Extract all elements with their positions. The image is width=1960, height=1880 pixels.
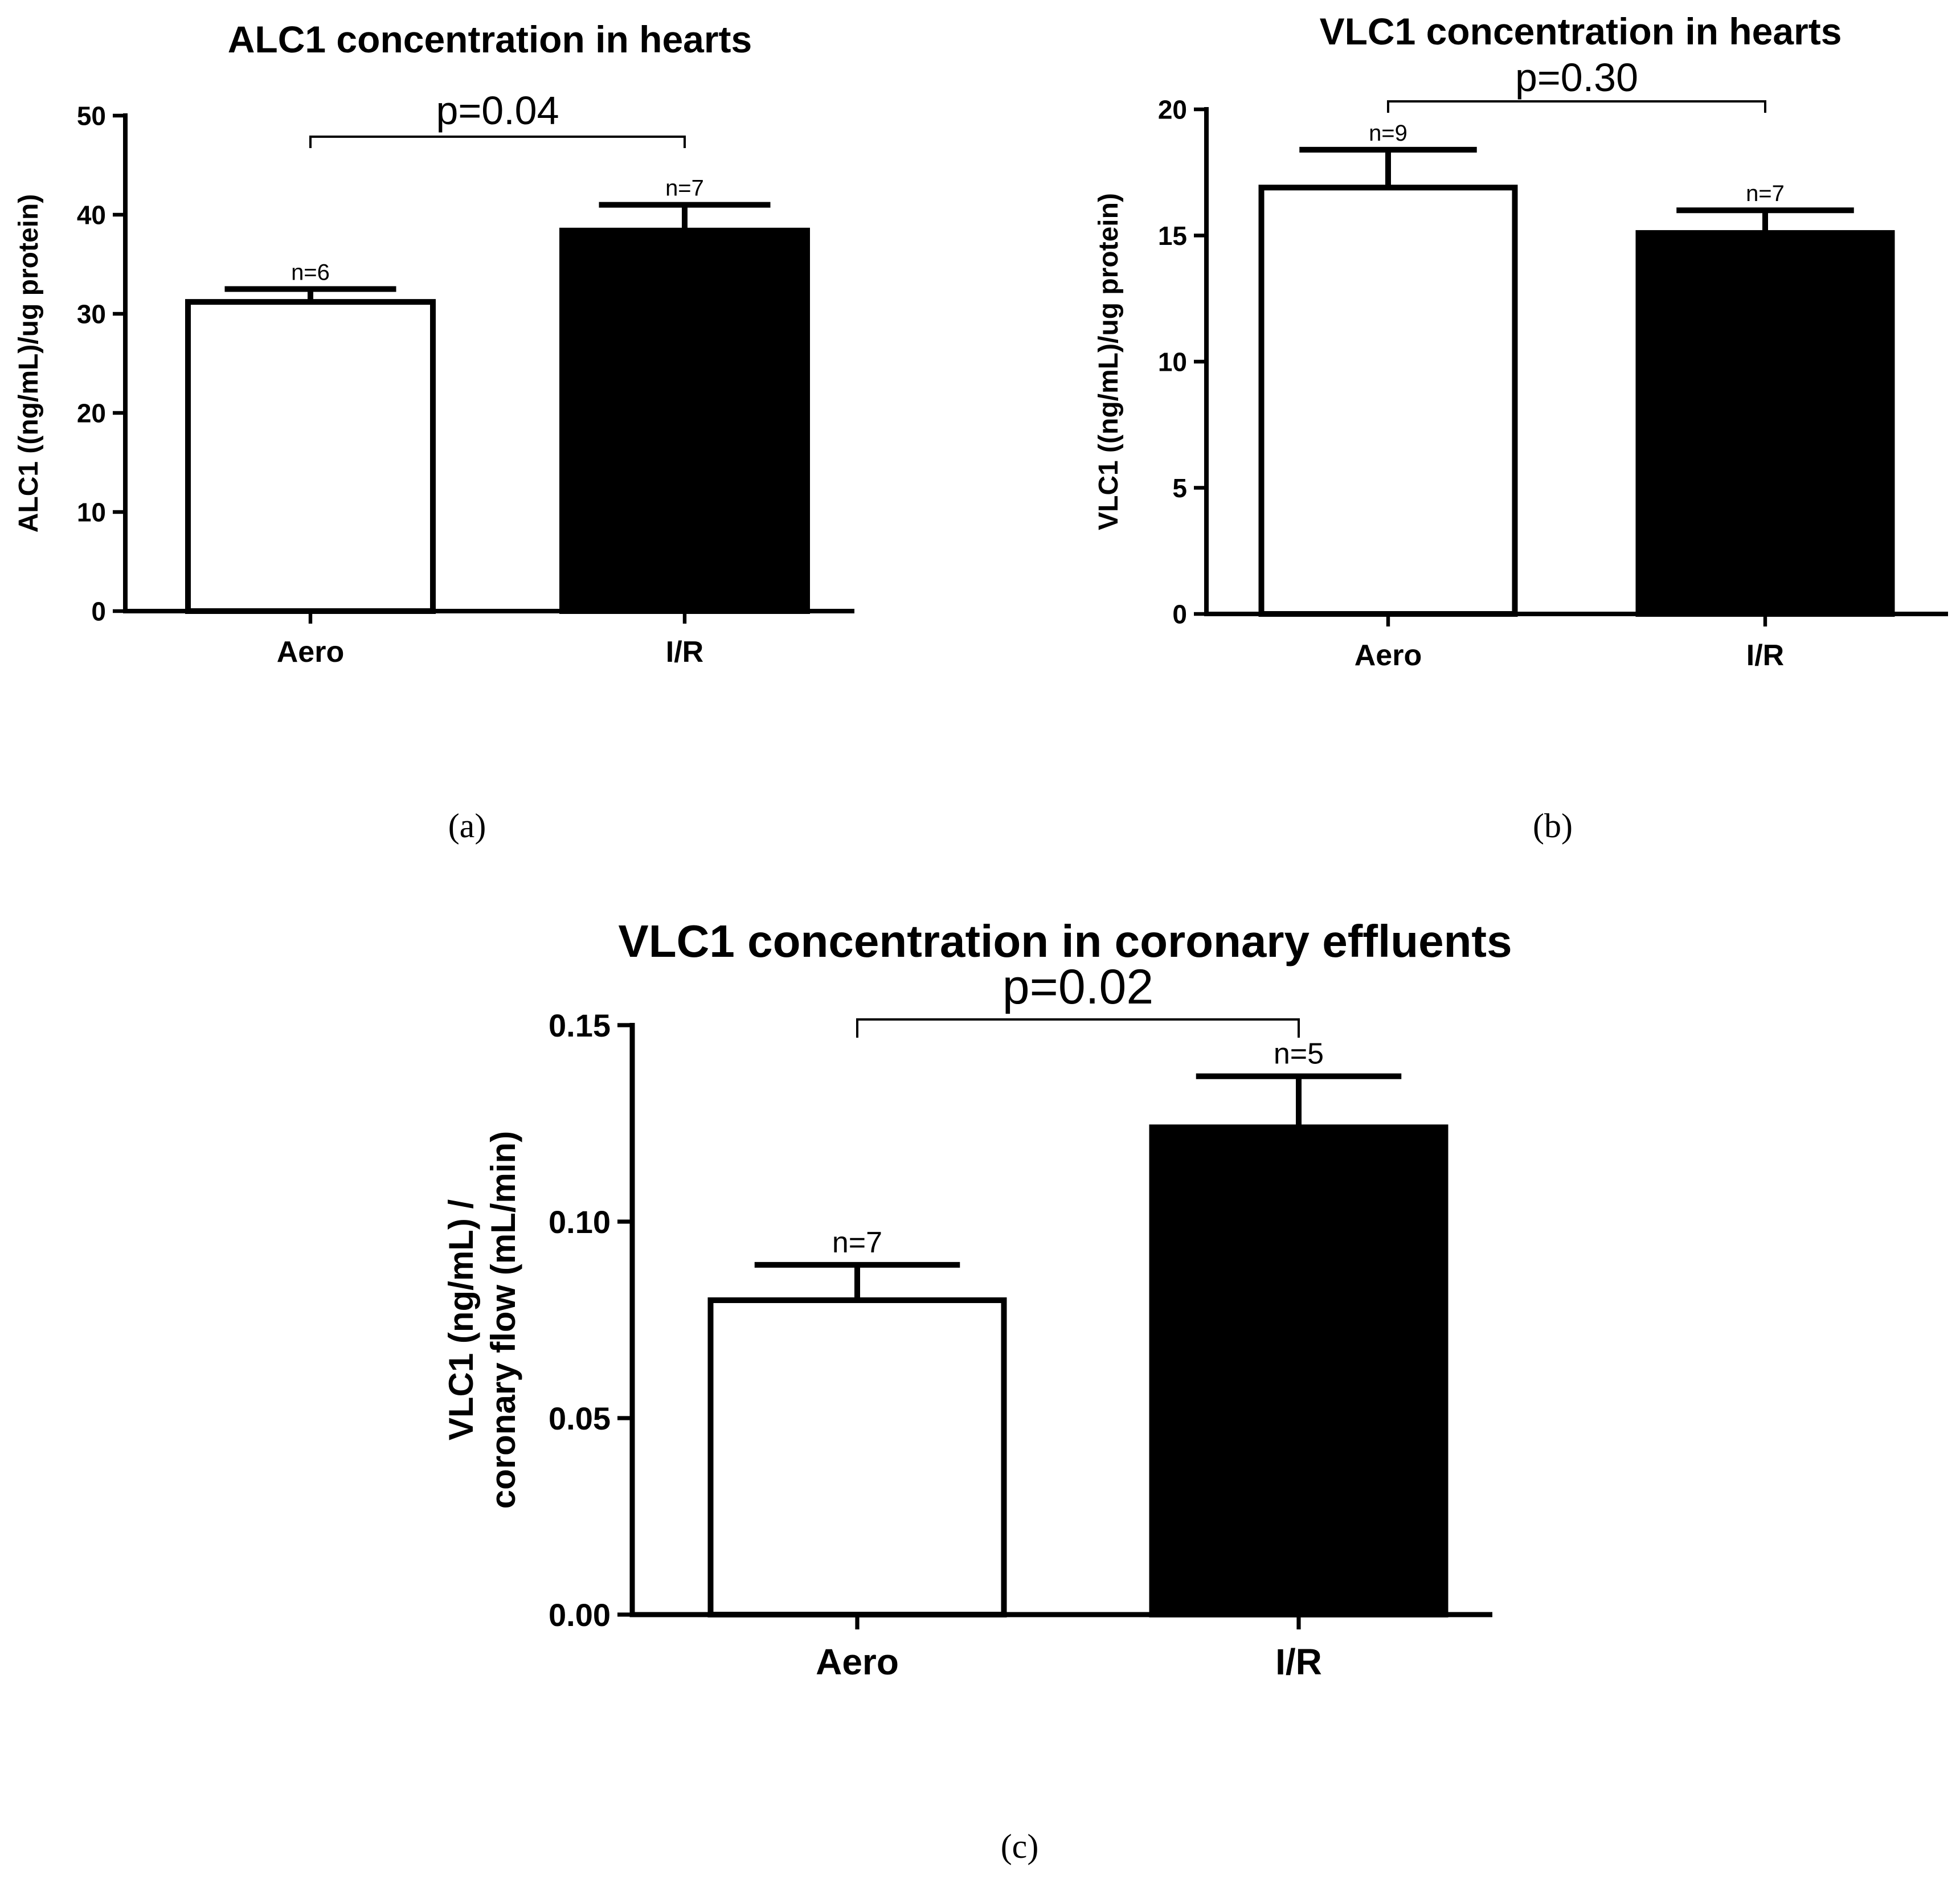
chart-panel-a: ALC1 concentration in hearts ALC1 ((ng/m… <box>14 18 854 845</box>
y-tick-label: 0 <box>1172 600 1187 629</box>
y-axis-label-line-2: coronary flow (mL/min) <box>484 1131 522 1509</box>
y-tick-label: 15 <box>1158 221 1187 251</box>
panel-label: (b) <box>1533 807 1573 845</box>
n-label-aero: n=9 <box>1369 121 1407 146</box>
y-tick-label: 50 <box>77 101 106 131</box>
chart-title: VLC1 concentration in hearts <box>1320 10 1842 52</box>
panel-label: (a) <box>448 807 486 845</box>
n-label-ir: n=7 <box>1746 181 1785 206</box>
significance-bracket <box>309 136 686 148</box>
y-tick-label: 10 <box>1158 347 1187 377</box>
p-value-label: p=0.30 <box>1515 55 1638 100</box>
y-tick-label: 0.05 <box>549 1400 611 1436</box>
y-tick-label: 0 <box>91 597 106 626</box>
y-axis-label: VLC1 ((ng/mL)/ug protein) <box>1094 193 1124 530</box>
significance-bracket <box>1387 100 1766 113</box>
y-tick-label: 0.00 <box>549 1597 611 1633</box>
y-tick-label: 40 <box>77 200 106 230</box>
chart-title: ALC1 concentration in hearts <box>228 18 752 60</box>
p-value-label: p=0.02 <box>1002 960 1153 1014</box>
n-label-aero: n=6 <box>291 260 330 285</box>
y-tick-label: 20 <box>77 399 106 428</box>
y-tick-label: 5 <box>1172 473 1187 503</box>
x-tick-label-ir: I/R <box>666 636 703 669</box>
bar-ir <box>559 227 810 614</box>
n-label-ir: n=5 <box>1274 1038 1324 1071</box>
x-tick-label-ir: I/R <box>1275 1641 1322 1682</box>
y-tick-label: 20 <box>1158 95 1187 125</box>
x-tick-label-aero: Aero <box>277 636 344 669</box>
significance-bracket <box>856 1018 1300 1038</box>
chart-panel-c: VLC1 concentration in coronary effluents… <box>442 916 1512 1865</box>
x-tick-label-aero: Aero <box>816 1641 899 1682</box>
bar-aero <box>707 1297 1007 1617</box>
chart-panel-b: VLC1 concentration in hearts VLC1 ((ng/m… <box>1094 10 1948 845</box>
n-label-aero: n=7 <box>832 1226 882 1259</box>
bar-ir <box>1635 230 1895 617</box>
y-axis-label: ALC1 ((ng/mL)/ug protein) <box>14 194 44 533</box>
chart-title: VLC1 concentration in coronary effluents <box>618 916 1512 966</box>
x-tick-label-aero: Aero <box>1355 639 1422 672</box>
y-tick-label: 30 <box>77 300 106 329</box>
bar-aero <box>185 299 436 614</box>
bar-aero <box>1258 185 1518 617</box>
y-tick-label: 10 <box>77 498 106 527</box>
y-tick-label: 0.10 <box>549 1204 611 1240</box>
x-tick-label-ir: I/R <box>1746 639 1784 672</box>
p-value-label: p=0.04 <box>436 88 559 133</box>
bar-ir <box>1149 1124 1448 1617</box>
n-label-ir: n=7 <box>665 176 704 201</box>
y-tick-label: 0.15 <box>549 1007 611 1043</box>
panel-label: (c) <box>1001 1828 1039 1865</box>
y-axis-label-line-1: VLC1 (ng/mL) / <box>442 1199 480 1441</box>
